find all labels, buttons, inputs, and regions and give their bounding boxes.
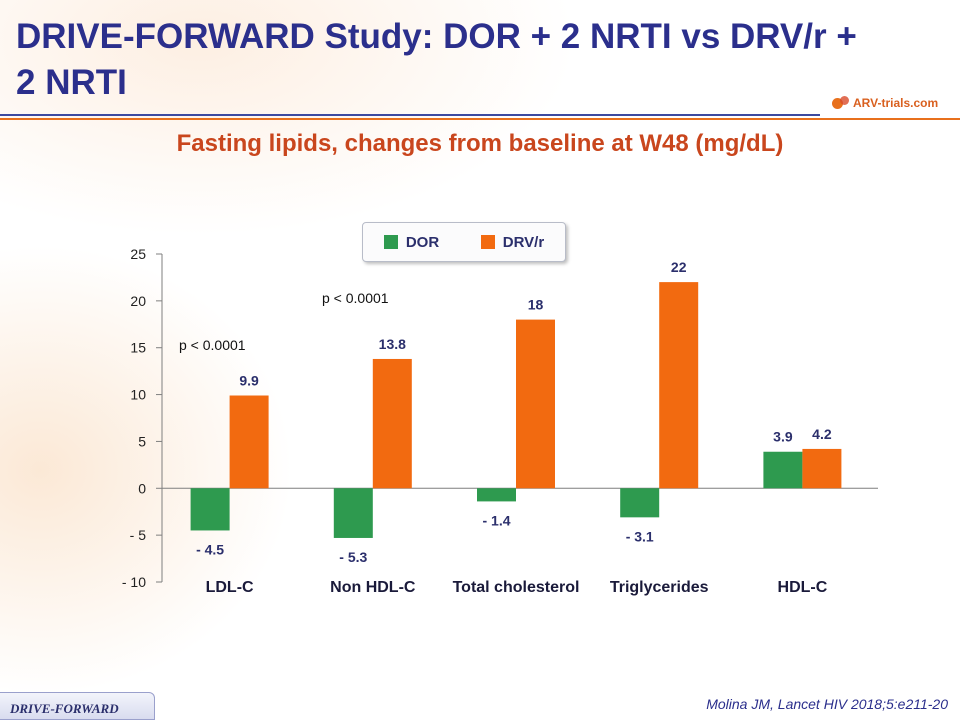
y-tick-label: 10	[130, 387, 146, 403]
bar-drvr-2	[516, 319, 555, 489]
y-tick-label: 20	[130, 293, 146, 309]
bar-drvr-4	[802, 448, 842, 489]
bar-drvr-1	[372, 358, 412, 489]
x-category-label: HDL-C	[778, 579, 828, 596]
data-label: 9.9	[239, 373, 259, 389]
x-category-label: Triglycerides	[610, 579, 709, 596]
chart-title: Fasting lipids, changes from baseline at…	[176, 130, 784, 157]
arv-trials-logo: ARV-trials.com	[832, 92, 952, 114]
slide-title: DRIVE-FORWARD Study: DOR + 2 NRTI vs DRV…	[16, 17, 857, 102]
y-tick-label: 5	[138, 433, 146, 449]
logo-icon	[832, 96, 850, 110]
data-label: 4.2	[812, 426, 832, 442]
bar-dor-0	[190, 488, 230, 531]
data-label: - 3.1	[626, 528, 654, 544]
bar-dor-4	[763, 451, 803, 489]
legend-label-dor: DOR	[405, 233, 440, 251]
y-tick-label: - 10	[122, 574, 146, 590]
y-tick-label: 15	[130, 340, 146, 356]
bar-drvr-0	[229, 395, 269, 489]
data-label: 3.9	[773, 429, 793, 445]
data-label: - 5.3	[339, 549, 367, 565]
title-divider-orange	[0, 118, 960, 120]
data-label: 22	[671, 259, 687, 275]
study-footer-label: DRIVE-FORWARD	[0, 692, 155, 720]
bar-dor-1	[333, 488, 373, 538]
legend-item-dor: DOR	[383, 233, 440, 251]
legend-swatch-drvr	[480, 235, 495, 249]
legend-label-drvr: DRV/r	[502, 233, 545, 251]
x-category-label: LDL-C	[206, 579, 254, 596]
logo-text: ARV-trials.com	[853, 96, 939, 110]
chart-legend: DOR DRV/r	[362, 222, 566, 262]
y-tick-label: 25	[130, 246, 146, 262]
x-category-label: Non HDL-C	[330, 579, 416, 596]
p-value-annotation: p < 0.0001	[322, 290, 389, 306]
y-tick-label: 0	[138, 480, 146, 496]
bar-dor-2	[477, 488, 516, 502]
bar-drvr-3	[659, 282, 699, 489]
legend-swatch-dor	[383, 235, 398, 249]
p-value-annotation: p < 0.0001	[179, 337, 246, 353]
citation: Molina JM, Lancet HIV 2018;5:e211-20	[706, 696, 948, 712]
data-label: - 1.4	[482, 512, 510, 528]
legend-item-drvr: DRV/r	[480, 233, 545, 251]
title-divider-blue	[0, 114, 820, 116]
data-label: 13.8	[379, 336, 406, 352]
data-label: 18	[528, 297, 544, 313]
y-tick-label: - 5	[130, 527, 147, 543]
data-label: - 4.5	[196, 541, 224, 557]
bar-dor-3	[620, 488, 660, 518]
x-category-label: Total cholesterol	[453, 579, 580, 596]
